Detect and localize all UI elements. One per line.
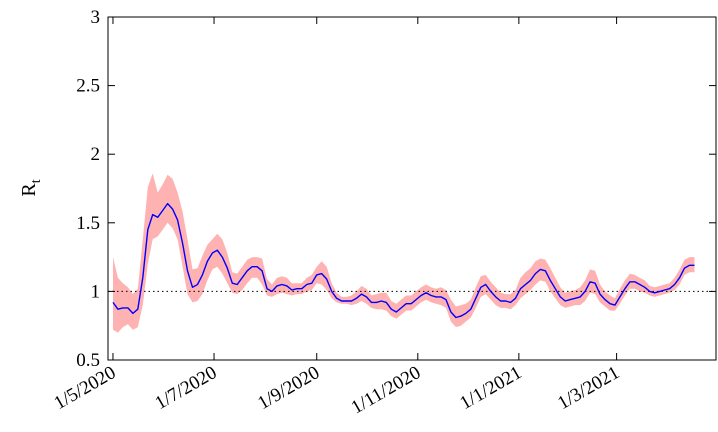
y-tick-label: 1 [91,281,101,302]
rt-line-layer [112,202,695,319]
plot-frame [107,16,717,361]
y-tick-label: 0.5 [76,350,100,371]
axes-layer [107,16,717,361]
x-tick-label: 1/1/2021 [456,362,525,414]
y-tick-label: 1.5 [76,213,100,234]
y-tick-label: 2.5 [76,76,100,97]
confidence-band-layer [113,173,695,333]
x-tick-label: 1/7/2020 [151,362,220,414]
y-axis-title: Rt [18,179,44,196]
x-tick-label: 1/11/2020 [348,362,425,418]
confidence-band [113,173,695,333]
x-tick-label: 1/3/2021 [554,362,623,414]
tick-label-layer: 0.511.522.531/5/2020 1/7/2020 1/9/2020 1/11… [50,7,623,419]
x-tick-label: 1/9/2020 [254,362,323,414]
y-axis-title-main: R [18,183,40,197]
y-tick-label: 2 [91,144,101,165]
rt-line [112,202,695,319]
y-tick-label: 3 [91,7,101,28]
y-axis-title-subscript: t [29,179,44,183]
